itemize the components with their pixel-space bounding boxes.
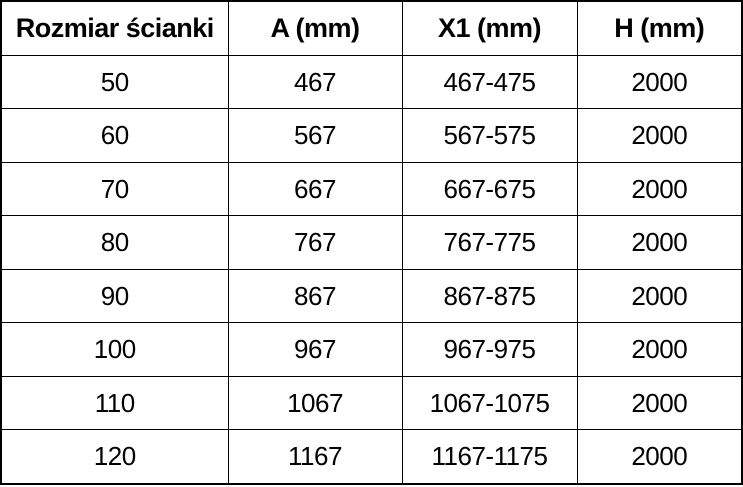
table-row: 70 667 667-675 2000 — [0, 161, 743, 217]
column-header-x1-mm: X1 (mm) — [401, 0, 578, 56]
table-cell: 50 — [0, 54, 229, 110]
table-cell: 467-475 — [401, 54, 578, 110]
table-cell: 467 — [227, 54, 403, 110]
table-cell: 1067 — [227, 375, 403, 431]
column-header-h-mm: H (mm) — [576, 0, 743, 56]
table-cell: 867-875 — [401, 268, 578, 324]
table-cell: 60 — [0, 108, 229, 163]
table-cell: 767 — [227, 215, 403, 270]
table-cell: 567-575 — [401, 108, 578, 163]
table-cell: 100 — [0, 322, 229, 377]
table-cell: 110 — [0, 375, 229, 431]
table-cell: 767-775 — [401, 215, 578, 270]
table-row: 50 467 467-475 2000 — [0, 54, 743, 110]
table-cell: 90 — [0, 268, 229, 324]
table-row: 90 867 867-875 2000 — [0, 268, 743, 324]
table-cell: 1167 — [227, 429, 403, 485]
table-cell: 2000 — [576, 54, 743, 110]
table-cell: 1167-1175 — [401, 429, 578, 485]
table-body: 50 467 467-475 2000 60 567 567-575 2000 70 667 667… — [0, 54, 743, 485]
table-cell: 80 — [0, 215, 229, 270]
table-row: 100 967 967-975 2000 — [0, 322, 743, 377]
table-cell: 967-975 — [401, 322, 578, 377]
table-cell: 2000 — [576, 108, 743, 163]
table-row: 110 1067 1067-1075 2000 — [0, 375, 743, 431]
table-cell: 2000 — [576, 215, 743, 270]
table-cell: 2000 — [576, 429, 743, 485]
header-row: Rozmiar ścianki A (mm) X1 (mm) H (mm) — [0, 0, 743, 56]
table-cell: 567 — [227, 108, 403, 163]
column-header-rozmiar-scianki: Rozmiar ścianki — [0, 0, 229, 56]
table-cell: 1067-1075 — [401, 375, 578, 431]
table-cell: 120 — [0, 429, 229, 485]
table-row: 80 767 767-775 2000 — [0, 215, 743, 270]
table-cell: 2000 — [576, 375, 743, 431]
table-cell: 867 — [227, 268, 403, 324]
table-cell: 667 — [227, 161, 403, 217]
table-cell: 2000 — [576, 268, 743, 324]
column-header-a-mm: A (mm) — [227, 0, 403, 56]
table-cell: 967 — [227, 322, 403, 377]
table-cell: 2000 — [576, 322, 743, 377]
table-row: 60 567 567-575 2000 — [0, 108, 743, 163]
table-header: Rozmiar ścianki A (mm) X1 (mm) H (mm) — [0, 0, 743, 56]
table-cell: 667-675 — [401, 161, 578, 217]
table-cell: 70 — [0, 161, 229, 217]
table-row: 120 1167 1167-1175 2000 — [0, 429, 743, 485]
table-cell: 2000 — [576, 161, 743, 217]
